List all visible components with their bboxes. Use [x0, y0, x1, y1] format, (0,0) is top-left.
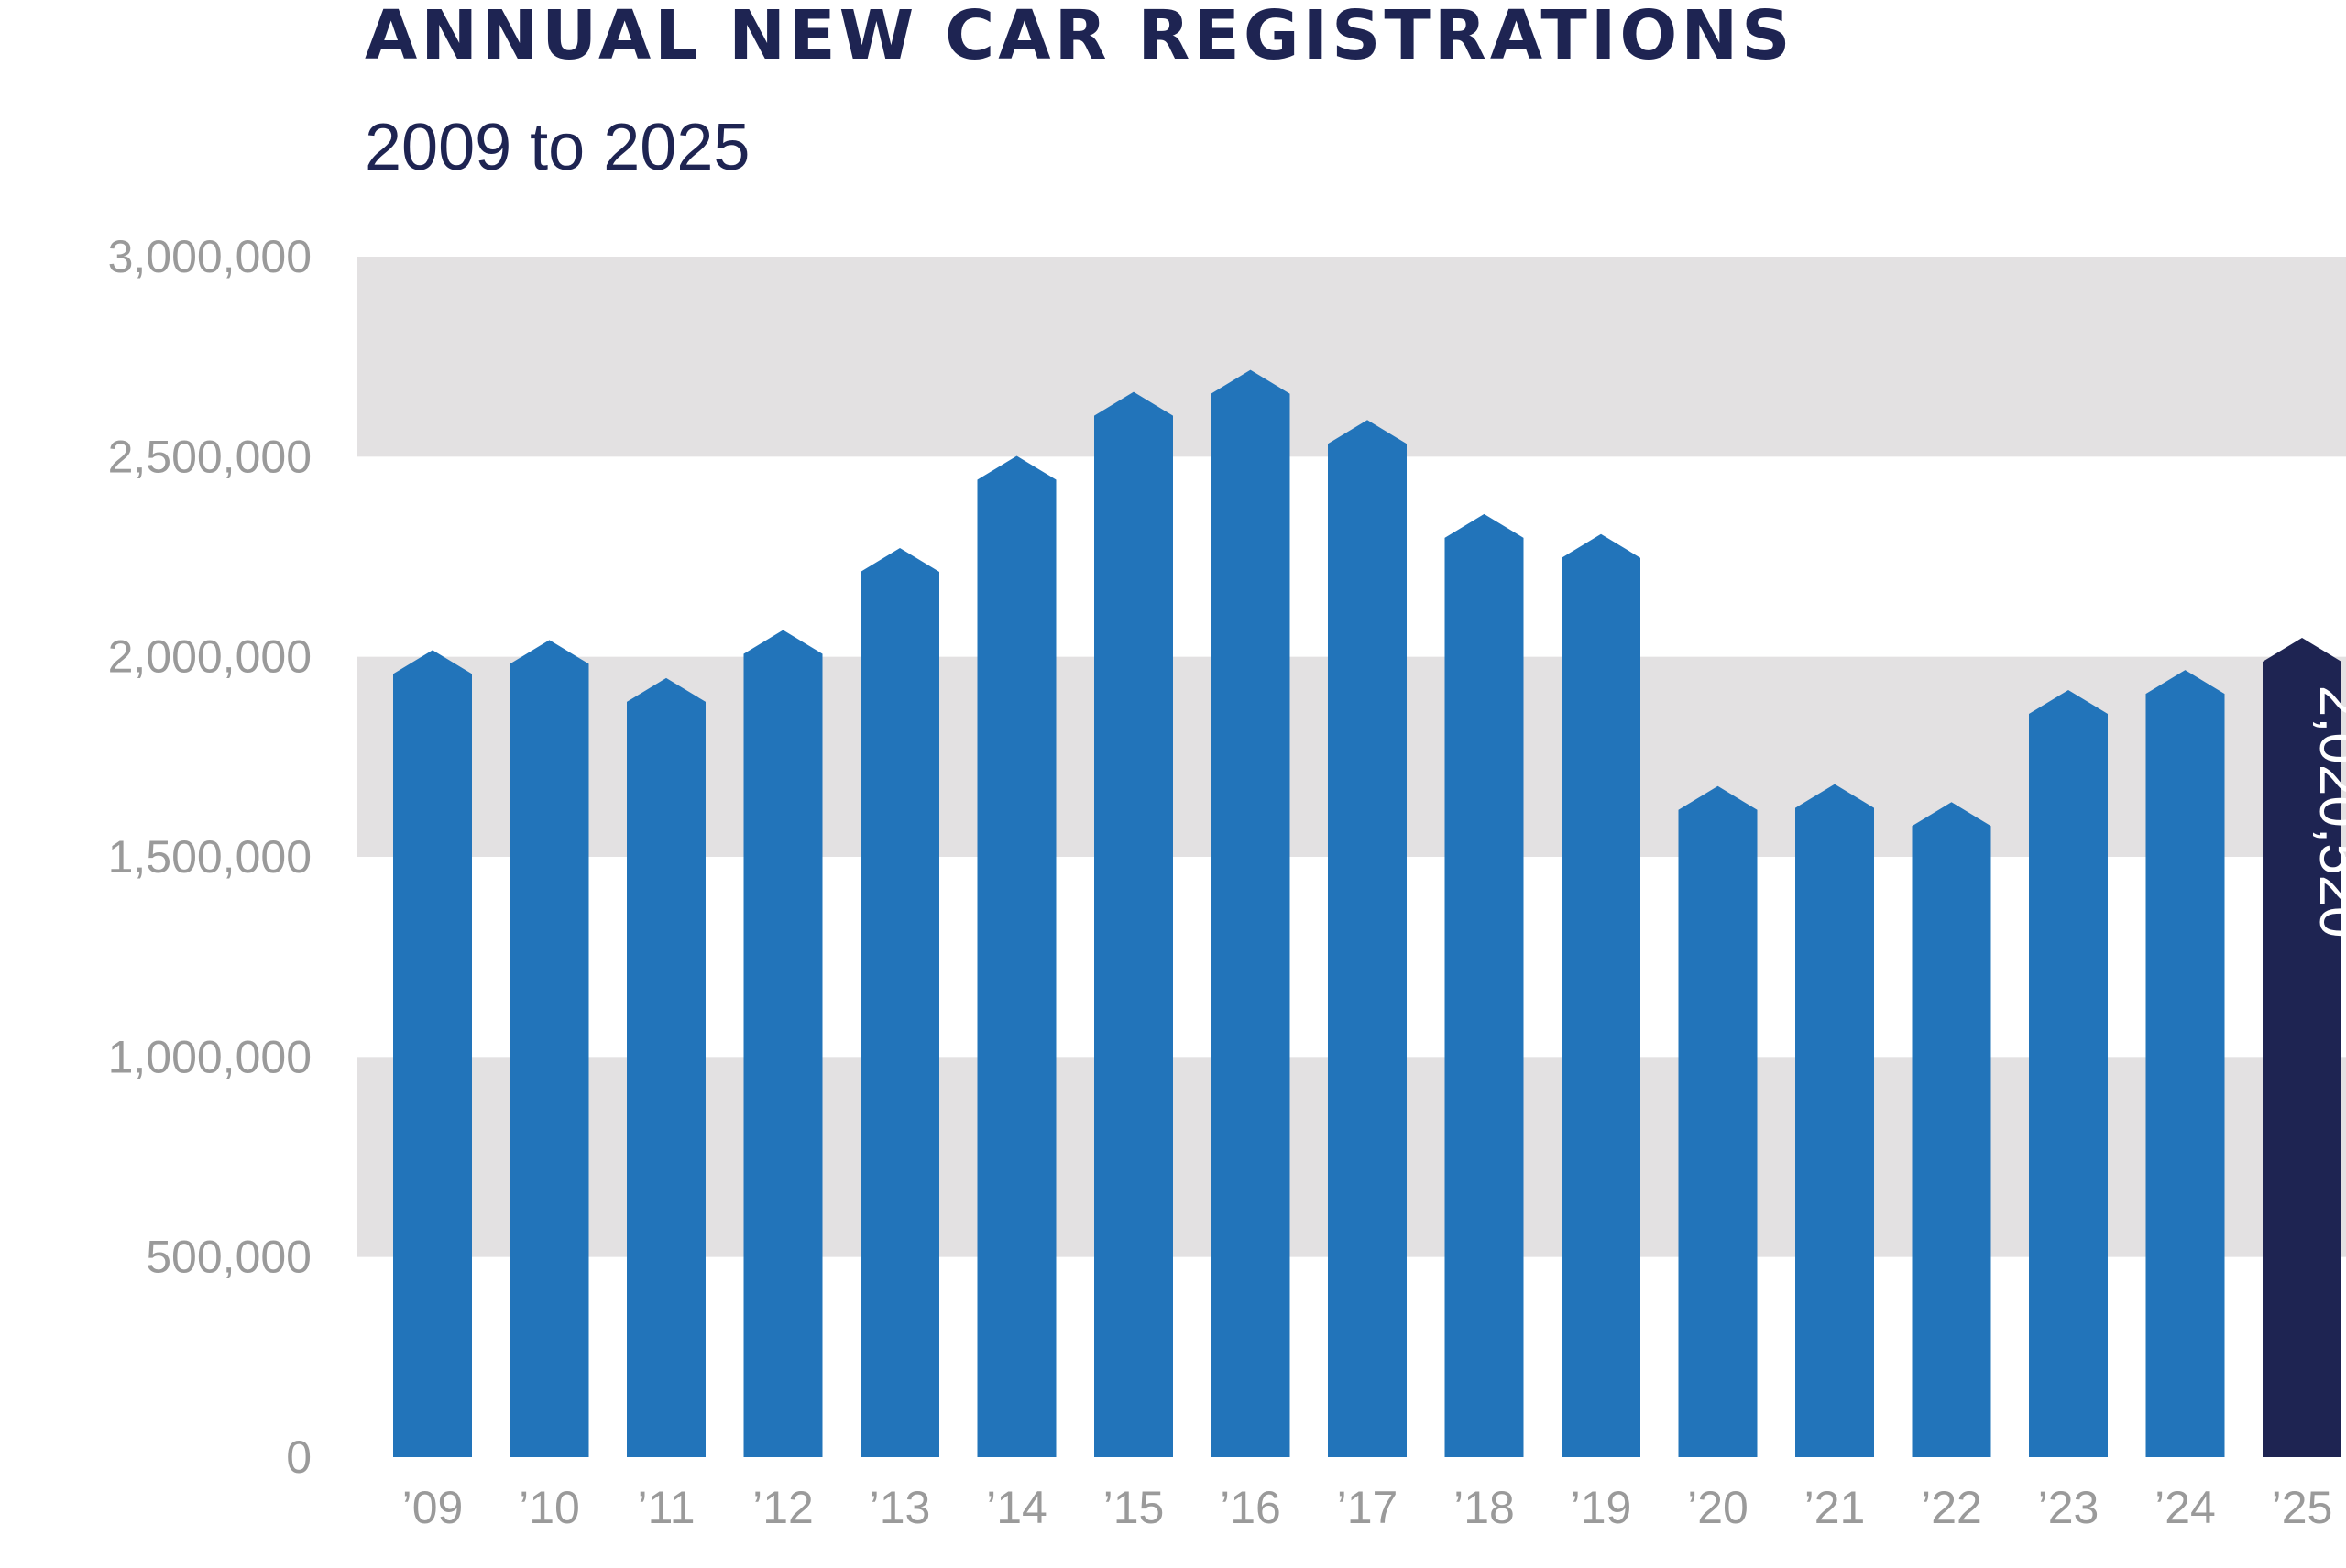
- x-tick-label: ’23: [2038, 1482, 2099, 1533]
- grid-band: [357, 257, 2346, 457]
- bar-highlight: [2263, 638, 2341, 1457]
- bar: [1912, 802, 1991, 1457]
- y-tick-label: 1,500,000: [108, 831, 312, 883]
- x-tick-label: ’16: [1220, 1482, 1281, 1533]
- y-tick-label: 2,000,000: [108, 631, 312, 683]
- bar: [1562, 533, 1640, 1457]
- x-tick-label: ’17: [1337, 1482, 1398, 1533]
- x-tick-label: ’24: [2154, 1482, 2216, 1533]
- y-tick-label: 2,500,000: [108, 431, 312, 482]
- bar: [627, 677, 706, 1457]
- bar: [510, 640, 589, 1457]
- bar: [743, 630, 823, 1457]
- y-tick-label: 0: [286, 1431, 312, 1483]
- bar: [393, 650, 472, 1457]
- bar: [2029, 690, 2108, 1457]
- x-tick-label: ’15: [1103, 1482, 1165, 1533]
- chart-title: ANNUAL NEW CAR REGISTRATIONS: [365, 0, 1794, 75]
- data-label: 2,020,520: [2308, 685, 2346, 938]
- x-tick-label: ’20: [1687, 1482, 1749, 1533]
- x-tick-label: ’25: [2272, 1482, 2333, 1533]
- bar: [977, 455, 1057, 1457]
- chart-subtitle: 2009 to 2025: [365, 111, 751, 184]
- bar: [1678, 785, 1758, 1457]
- y-tick-label: 1,000,000: [108, 1031, 312, 1082]
- bar: [1795, 784, 1874, 1457]
- x-tick-label: ’11: [637, 1482, 695, 1533]
- x-tick-label: ’09: [402, 1482, 464, 1533]
- x-tick-label: ’14: [986, 1482, 1047, 1533]
- x-tick-label: ’12: [752, 1482, 814, 1533]
- x-tick-label: ’18: [1453, 1482, 1515, 1533]
- x-tick-label: ’22: [1921, 1482, 1982, 1533]
- x-tick-label: ’13: [870, 1482, 931, 1533]
- bar: [1444, 513, 1524, 1457]
- bar: [1328, 420, 1407, 1457]
- bar: [1094, 391, 1173, 1457]
- bar: [1211, 369, 1290, 1458]
- bar: [2145, 670, 2225, 1457]
- x-tick-label: ’10: [519, 1482, 580, 1533]
- y-tick-label: 500,000: [146, 1232, 312, 1283]
- bar: [861, 547, 939, 1457]
- y-tick-label: 3,000,000: [108, 231, 312, 282]
- x-tick-label: ’19: [1571, 1482, 1632, 1533]
- x-tick-label: ’21: [1804, 1482, 1866, 1533]
